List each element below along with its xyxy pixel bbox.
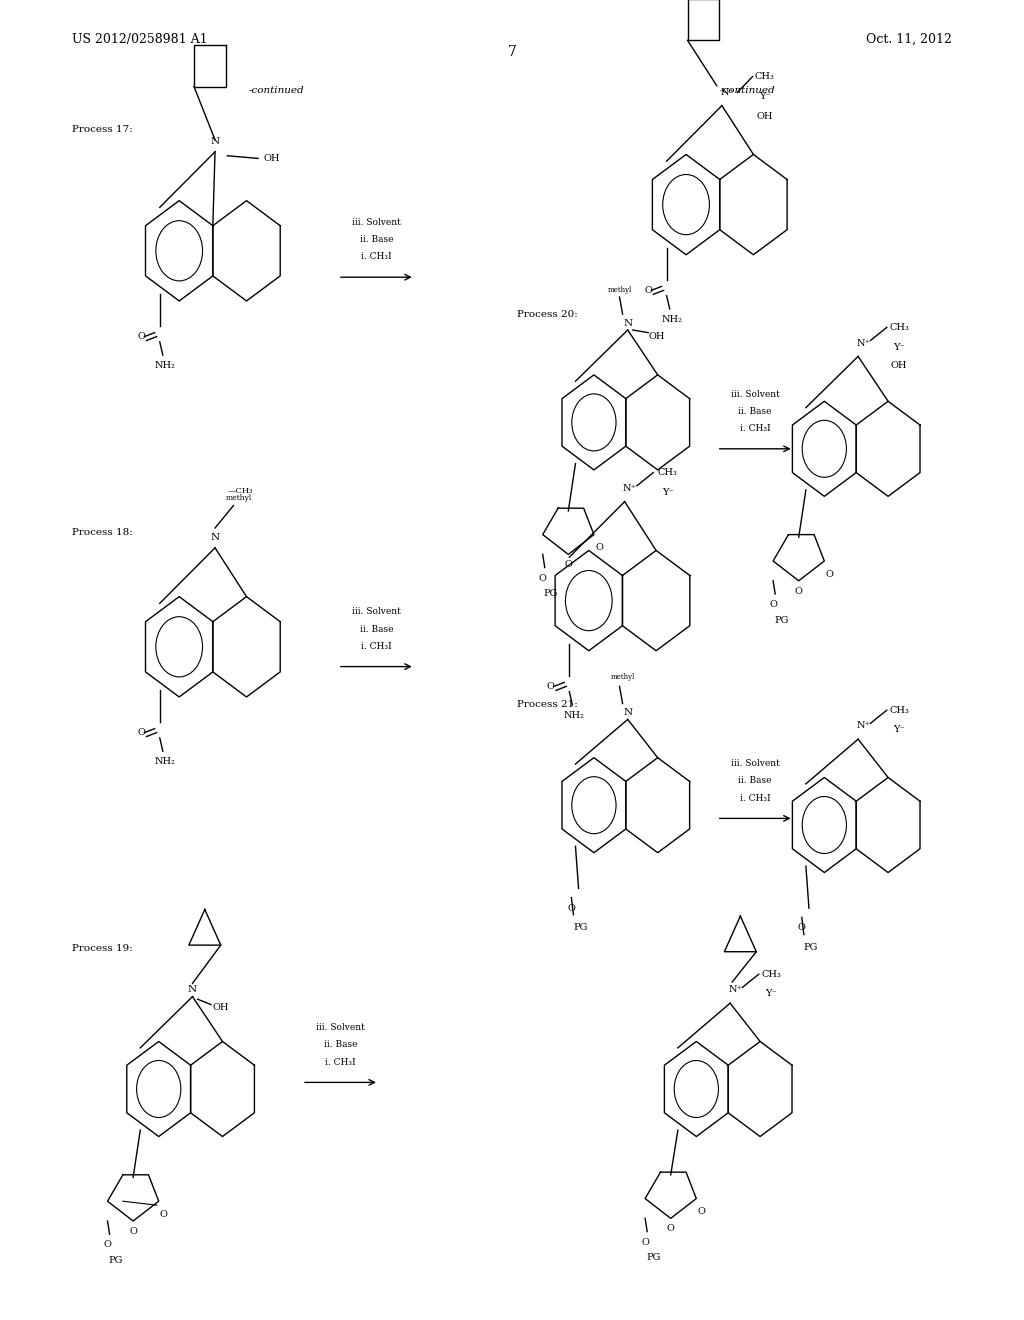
Text: OH: OH [213,1003,229,1011]
Text: O: O [567,904,575,912]
Text: iii. Solvent: iii. Solvent [731,389,779,399]
Text: NH₂: NH₂ [155,758,175,766]
Text: i. CH₃I: i. CH₃I [361,642,391,651]
Text: —CH₃: —CH₃ [227,487,253,495]
Text: ii. Base: ii. Base [738,776,772,785]
Text: O: O [798,924,806,932]
Text: N: N [211,533,219,541]
Text: O: O [564,561,572,569]
Text: Process 20:: Process 20: [517,310,578,319]
Text: NH₂: NH₂ [564,711,585,719]
Text: PG: PG [573,924,588,932]
Text: iii. Solvent: iii. Solvent [316,1023,365,1032]
Text: NH₂: NH₂ [662,315,682,323]
Text: N⁺: N⁺ [728,986,742,994]
Text: NH₂: NH₂ [155,362,175,370]
Text: O: O [160,1210,168,1218]
Text: OH: OH [648,333,665,341]
Text: ii. Base: ii. Base [359,624,393,634]
Text: O: O [641,1238,649,1246]
Text: Process 21:: Process 21: [517,700,578,709]
Text: PG: PG [774,616,788,624]
Text: N: N [211,137,219,145]
Text: O: O [137,333,145,341]
Text: CH₃: CH₃ [657,469,678,477]
Text: O: O [667,1225,675,1233]
Text: Y⁻: Y⁻ [765,990,777,998]
Text: CH₃: CH₃ [889,706,909,714]
Text: O: O [825,570,834,578]
Text: iii. Solvent: iii. Solvent [352,607,400,616]
Text: N⁺: N⁺ [856,722,870,730]
Text: Y⁻: Y⁻ [759,92,771,100]
Text: methyl: methyl [607,286,632,294]
Text: N: N [188,986,197,994]
Text: PG: PG [804,944,818,952]
Text: PG: PG [109,1257,123,1265]
Text: N⁺: N⁺ [720,88,734,96]
Text: N: N [624,319,632,327]
Text: O: O [769,601,777,609]
Text: O: O [539,574,547,582]
Text: Process 17:: Process 17: [72,125,132,135]
Text: methyl: methyl [610,673,635,681]
Text: OH: OH [263,154,280,162]
Text: Y⁻: Y⁻ [893,343,905,351]
Text: N⁺: N⁺ [856,339,870,347]
Text: ii. Base: ii. Base [359,235,393,244]
Text: ii. Base: ii. Base [324,1040,357,1049]
Text: i. CH₃I: i. CH₃I [326,1057,355,1067]
Text: -continued: -continued [720,86,775,95]
Text: O: O [547,682,555,690]
Text: O: O [795,587,803,595]
Text: Process 19:: Process 19: [72,944,132,953]
Text: Oct. 11, 2012: Oct. 11, 2012 [866,33,952,46]
Text: O: O [103,1241,112,1249]
Text: OH: OH [891,362,907,370]
Text: N: N [624,709,632,717]
Text: Process 18:: Process 18: [72,528,132,537]
Text: O: O [595,544,603,552]
Text: O: O [697,1208,706,1216]
Text: iii. Solvent: iii. Solvent [352,218,400,227]
Text: OH: OH [757,112,773,120]
Text: CH₃: CH₃ [889,323,909,331]
Text: i. CH₃I: i. CH₃I [740,424,770,433]
Text: -continued: -continued [249,86,304,95]
Text: ii. Base: ii. Base [738,407,772,416]
Text: US 2012/0258981 A1: US 2012/0258981 A1 [72,33,207,46]
Text: 7: 7 [508,45,516,59]
Text: O: O [137,729,145,737]
Text: N⁺: N⁺ [623,484,637,492]
Text: PG: PG [544,590,558,598]
Text: iii. Solvent: iii. Solvent [731,759,779,768]
Text: methyl: methyl [225,494,252,502]
Text: CH₃: CH₃ [761,970,781,978]
Text: CH₃: CH₃ [755,73,775,81]
Text: i. CH₃I: i. CH₃I [740,793,770,803]
Text: O: O [129,1228,137,1236]
Text: Y⁻: Y⁻ [893,726,905,734]
Text: O: O [644,286,652,294]
Text: Y⁻: Y⁻ [662,488,674,496]
Text: i. CH₃I: i. CH₃I [361,252,391,261]
Text: PG: PG [646,1254,660,1262]
